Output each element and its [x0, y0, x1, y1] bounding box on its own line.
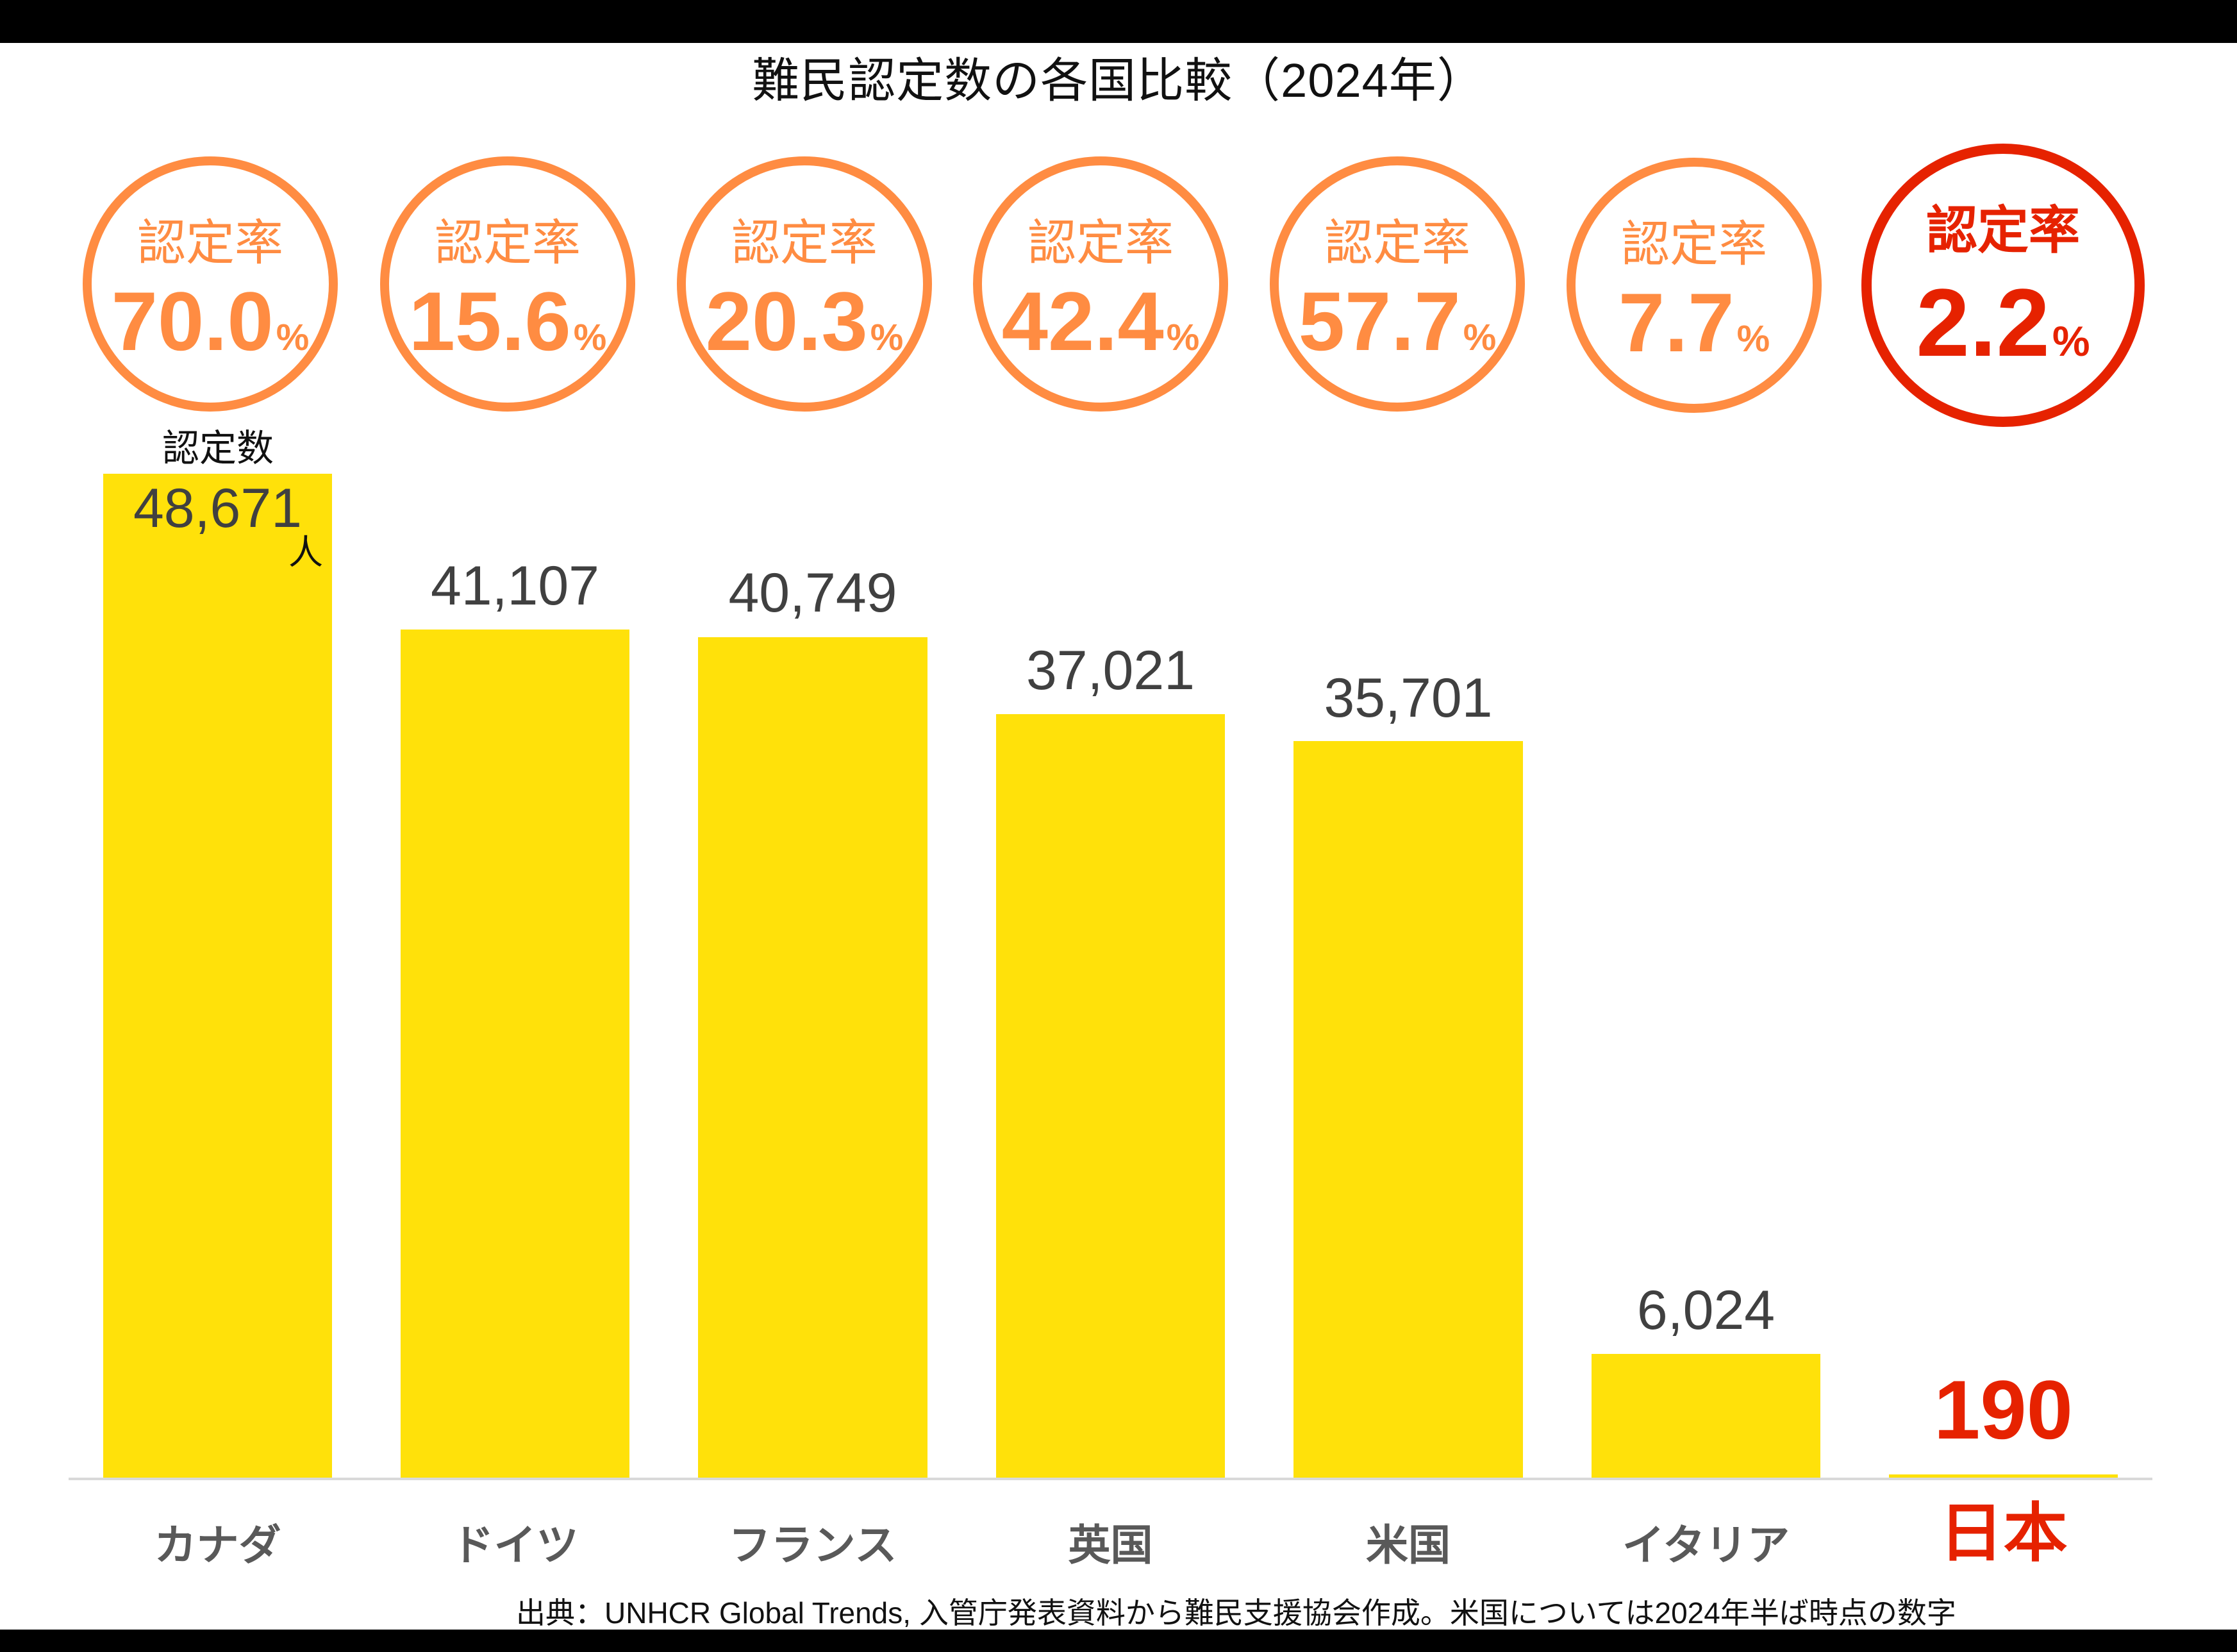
rate-value: 42.4%	[1001, 274, 1200, 368]
bar-canada	[103, 474, 332, 1478]
rate-label: 認定率	[1621, 217, 1767, 272]
category-label-france: フランス	[728, 1521, 897, 1569]
rate-label: 認定率	[1926, 202, 2080, 259]
category-label-germany: ドイツ	[451, 1521, 579, 1569]
rate-value: 57.7%	[1298, 274, 1497, 368]
rate-label: 認定率	[137, 216, 283, 271]
rate-circle-canada: 認定率 70.0%	[83, 156, 338, 412]
rate-circle-uk: 認定率 42.4%	[973, 156, 1228, 412]
value-label-canada: 48,671	[133, 478, 303, 539]
value-label-usa: 35,701	[1324, 667, 1493, 729]
chart-title: 難民認定数の各国比較（2024年）	[752, 54, 1485, 107]
top-black-band	[0, 0, 2237, 43]
bottom-black-band	[0, 1630, 2237, 1652]
category-label-japan: 日本	[1939, 1498, 2068, 1569]
rate-value: 7.7%	[1618, 276, 1770, 369]
value-label-uk: 37,021	[1026, 640, 1195, 701]
rate-label: 認定率	[1027, 216, 1174, 271]
bar-france	[698, 637, 927, 1478]
category-label-italy: イタリア	[1622, 1521, 1790, 1569]
bar-usa	[1293, 741, 1523, 1478]
category-label-uk: 英国	[1068, 1521, 1153, 1569]
category-label-canada: カナダ	[154, 1521, 281, 1569]
rate-circle-usa: 認定率 57.7%	[1270, 156, 1525, 412]
bar-uk	[996, 714, 1225, 1478]
rate-value: 70.0%	[111, 274, 310, 368]
count-caption: 認定数	[162, 428, 274, 469]
unit-label: 人	[288, 533, 323, 572]
x-axis-line	[69, 1478, 2152, 1480]
value-label-italy: 6,024	[1636, 1280, 1775, 1341]
category-label-usa: 米国	[1366, 1521, 1451, 1569]
bar-japan	[1889, 1474, 2118, 1478]
rate-value: 15.6%	[408, 274, 607, 368]
rate-label: 認定率	[1324, 216, 1470, 271]
rate-value: 20.3%	[705, 274, 904, 368]
bar-germany	[401, 630, 629, 1478]
rate-label: 認定率	[435, 216, 581, 271]
rate-circle-germany: 認定率 15.6%	[380, 156, 635, 412]
value-label-germany: 41,107	[430, 555, 600, 617]
rate-label: 認定率	[731, 216, 877, 271]
rate-circle-france: 認定率 20.3%	[677, 156, 932, 412]
rate-circle-japan: 認定率 2.2%	[1861, 144, 2145, 427]
rate-circle-italy: 認定率 7.7%	[1567, 158, 1822, 413]
value-label-france: 40,749	[728, 562, 897, 624]
value-label-japan: 190	[1934, 1363, 2073, 1456]
bar-italy	[1592, 1354, 1820, 1478]
rate-value: 2.2%	[1916, 269, 2090, 376]
source-note: 出典：UNHCR Global Trends, 入管庁発表資料から難民支援協会作…	[516, 1596, 1956, 1630]
